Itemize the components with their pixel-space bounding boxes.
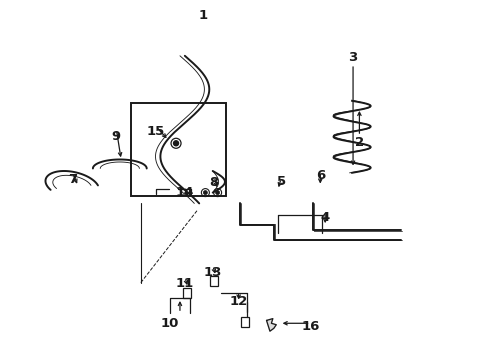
Text: 8: 8 (209, 176, 218, 189)
Text: 7: 7 (68, 173, 77, 186)
Text: 10: 10 (161, 317, 179, 330)
Text: 13: 13 (203, 266, 222, 279)
Text: 14: 14 (175, 186, 194, 199)
Circle shape (173, 141, 178, 146)
Text: 12: 12 (229, 295, 247, 308)
Circle shape (203, 190, 207, 195)
Text: 9: 9 (112, 130, 121, 143)
Text: 2: 2 (354, 136, 363, 149)
Bar (240, 317, 248, 327)
Circle shape (215, 190, 219, 195)
Bar (131, 103, 226, 196)
Text: 5: 5 (276, 175, 285, 188)
Text: 16: 16 (301, 320, 319, 333)
Text: 11: 11 (175, 277, 194, 290)
Text: 6: 6 (315, 169, 324, 182)
Text: 3: 3 (348, 51, 357, 64)
Text: 15: 15 (146, 125, 164, 138)
Text: 1: 1 (198, 9, 207, 22)
Bar (210, 276, 218, 287)
Bar (183, 288, 190, 298)
Polygon shape (266, 319, 276, 331)
Text: 4: 4 (320, 211, 329, 224)
